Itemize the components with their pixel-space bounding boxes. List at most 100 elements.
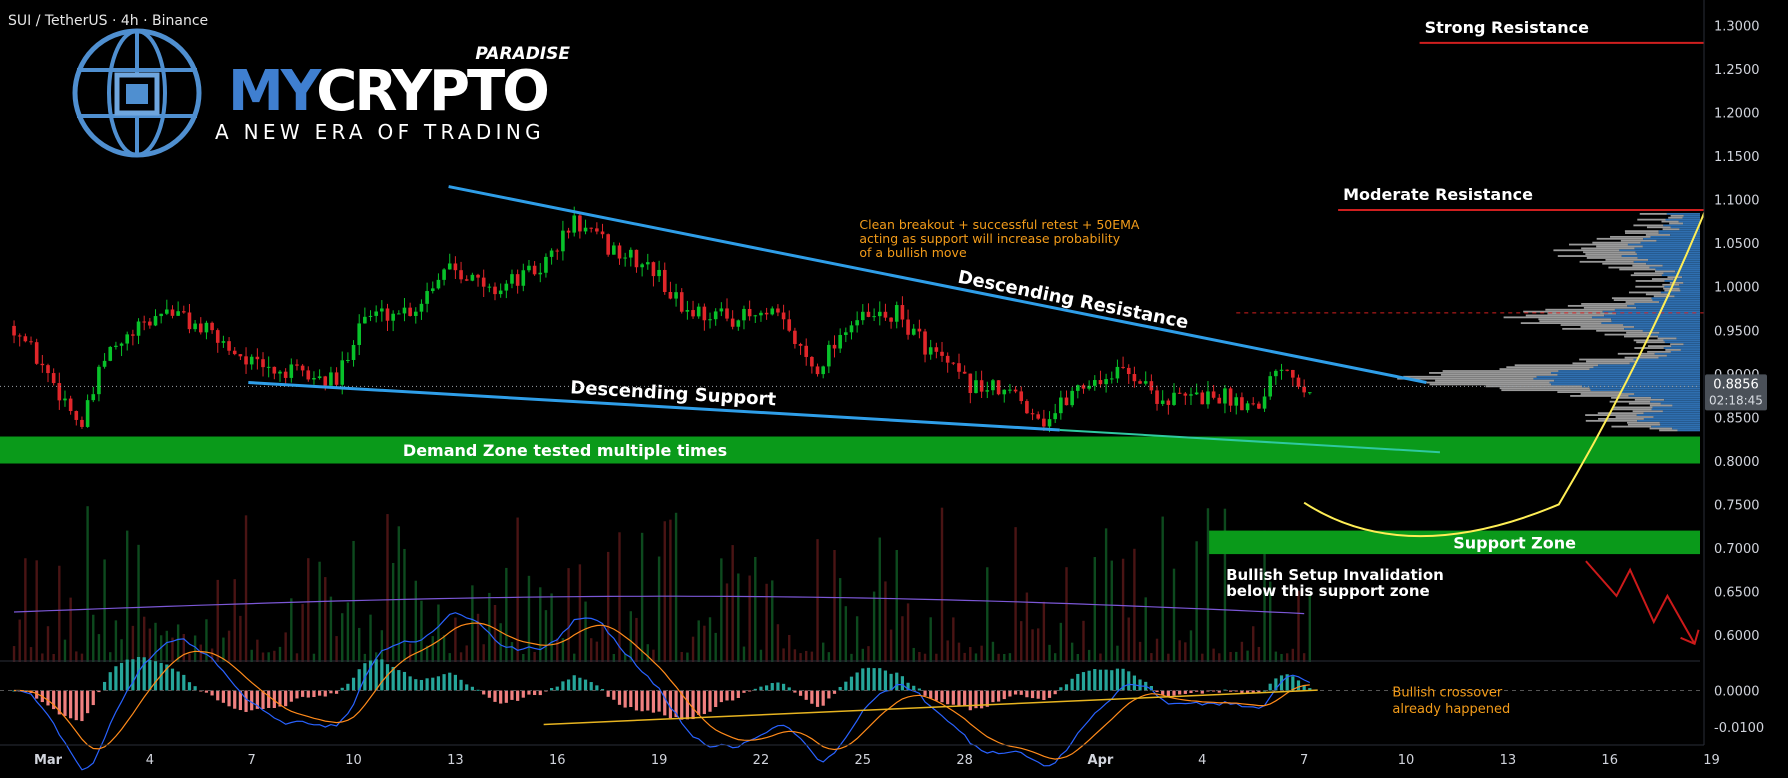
candle-body [148,321,152,326]
volume-bar [1189,630,1193,662]
profile-bar [1665,349,1681,351]
profile-bar [1659,331,1700,334]
volume-bar [1110,560,1113,662]
profile-bar [1680,289,1700,292]
macd-hist-bar [187,682,192,691]
profile-bar [1679,228,1700,231]
profile-bar [1579,260,1634,263]
macd-hist-bar [238,690,242,711]
profile-bar [1647,350,1671,353]
candle-body [589,227,593,229]
macd-hist-bar [114,666,118,691]
descending-resistance-line[interactable] [448,185,1427,384]
candle-body [1240,397,1244,411]
volume-bar [737,573,740,662]
profile-bar [1655,268,1700,271]
candle-body [561,230,565,252]
time-tick-label: 19 [651,753,668,768]
profile-bar [1674,295,1700,298]
volume-bar [629,611,633,662]
profile-bar [1662,228,1680,231]
volume-bar [969,647,972,662]
volume-bar [1206,508,1210,662]
candle-body [481,277,486,287]
volume-bar [120,639,123,662]
volume-bar [109,652,112,662]
volume-bar [1297,590,1300,662]
candle-body [900,305,905,320]
macd-hist-bar [708,690,712,712]
moderate-resistance-label: Moderate Resistance [1343,185,1533,204]
candle-body [957,363,961,372]
candle-body [17,335,22,337]
last-price-badge: 0.8856 02:18:45 [1705,374,1767,411]
profile-bar [1665,218,1700,221]
macd-hist-bar [1268,683,1272,691]
profile-bar [1634,347,1664,349]
candle-body [363,316,367,324]
volume-bar [1218,653,1221,662]
volume-bar [522,653,525,662]
macd-hist-bar [917,688,921,691]
volume-bar [918,652,921,662]
volume-bar [1133,548,1136,662]
macd-hist-bar [414,679,418,691]
volume-bar [75,651,78,662]
volume-bar [805,650,808,662]
candle-body [1234,397,1239,406]
volume-bar [1155,638,1159,662]
candle-body [266,366,271,368]
time-axis[interactable]: Mar4710131619222528Apr4710131619222528 [0,744,1788,768]
macd-hist-bar [798,690,803,696]
price-axis[interactable]: 1.3000 1.2500 1.2000 1.1500 1.1000 1.0500 1.00… [1703,0,1788,778]
candle-body [872,316,876,318]
profile-bar [1661,274,1700,277]
macd-hist-bar [476,689,480,691]
macd-hist-bar [329,690,333,694]
candle-body [713,311,718,320]
candle-body [1076,385,1080,391]
candle-body [861,311,865,321]
profile-bar [1501,389,1591,392]
profile-bar [1604,333,1648,336]
profile-bar [1602,310,1700,313]
candle-body [1223,388,1227,404]
candle-body [261,359,265,368]
profile-bar [1652,299,1700,302]
profile-bar [1667,276,1683,279]
macd-hist-bar [759,686,763,691]
volume-bar [414,580,417,662]
descending-support-line[interactable] [248,381,1060,432]
candle-body [1217,397,1222,404]
macd-hist-bar [142,657,146,691]
candle-body [131,334,135,336]
volume-bar [256,639,259,662]
macd-hist-bar [844,681,848,691]
demand-zone-label: Demand Zone tested multiple times [403,441,727,460]
profile-bar [1683,214,1700,217]
volume-bar [590,638,593,662]
volume-bar [623,653,627,662]
macd-hist-bar [499,690,503,704]
macd-hist-bar [872,668,876,691]
volume-bar [855,616,859,662]
candle-body [114,345,118,347]
volume-bar [1212,648,1215,662]
candle-body [996,380,1001,395]
profile-bar [1654,352,1700,355]
volume-bar [1138,641,1142,662]
macd-hist-bar [204,690,209,693]
profile-bar [1647,333,1700,336]
macd-hist-bar [419,679,424,691]
candle-body [600,231,605,235]
profile-bar [1679,283,1700,286]
profile-bar [1596,245,1643,248]
profile-bar [1651,297,1700,300]
macd-hist-bar [91,690,95,706]
invalidation-line-1: Bullish Setup Invalidation [1226,566,1444,584]
candle-body [215,330,220,343]
profile-bar [1673,278,1700,280]
profile-bar [1583,306,1637,309]
volume-bar [697,620,700,662]
